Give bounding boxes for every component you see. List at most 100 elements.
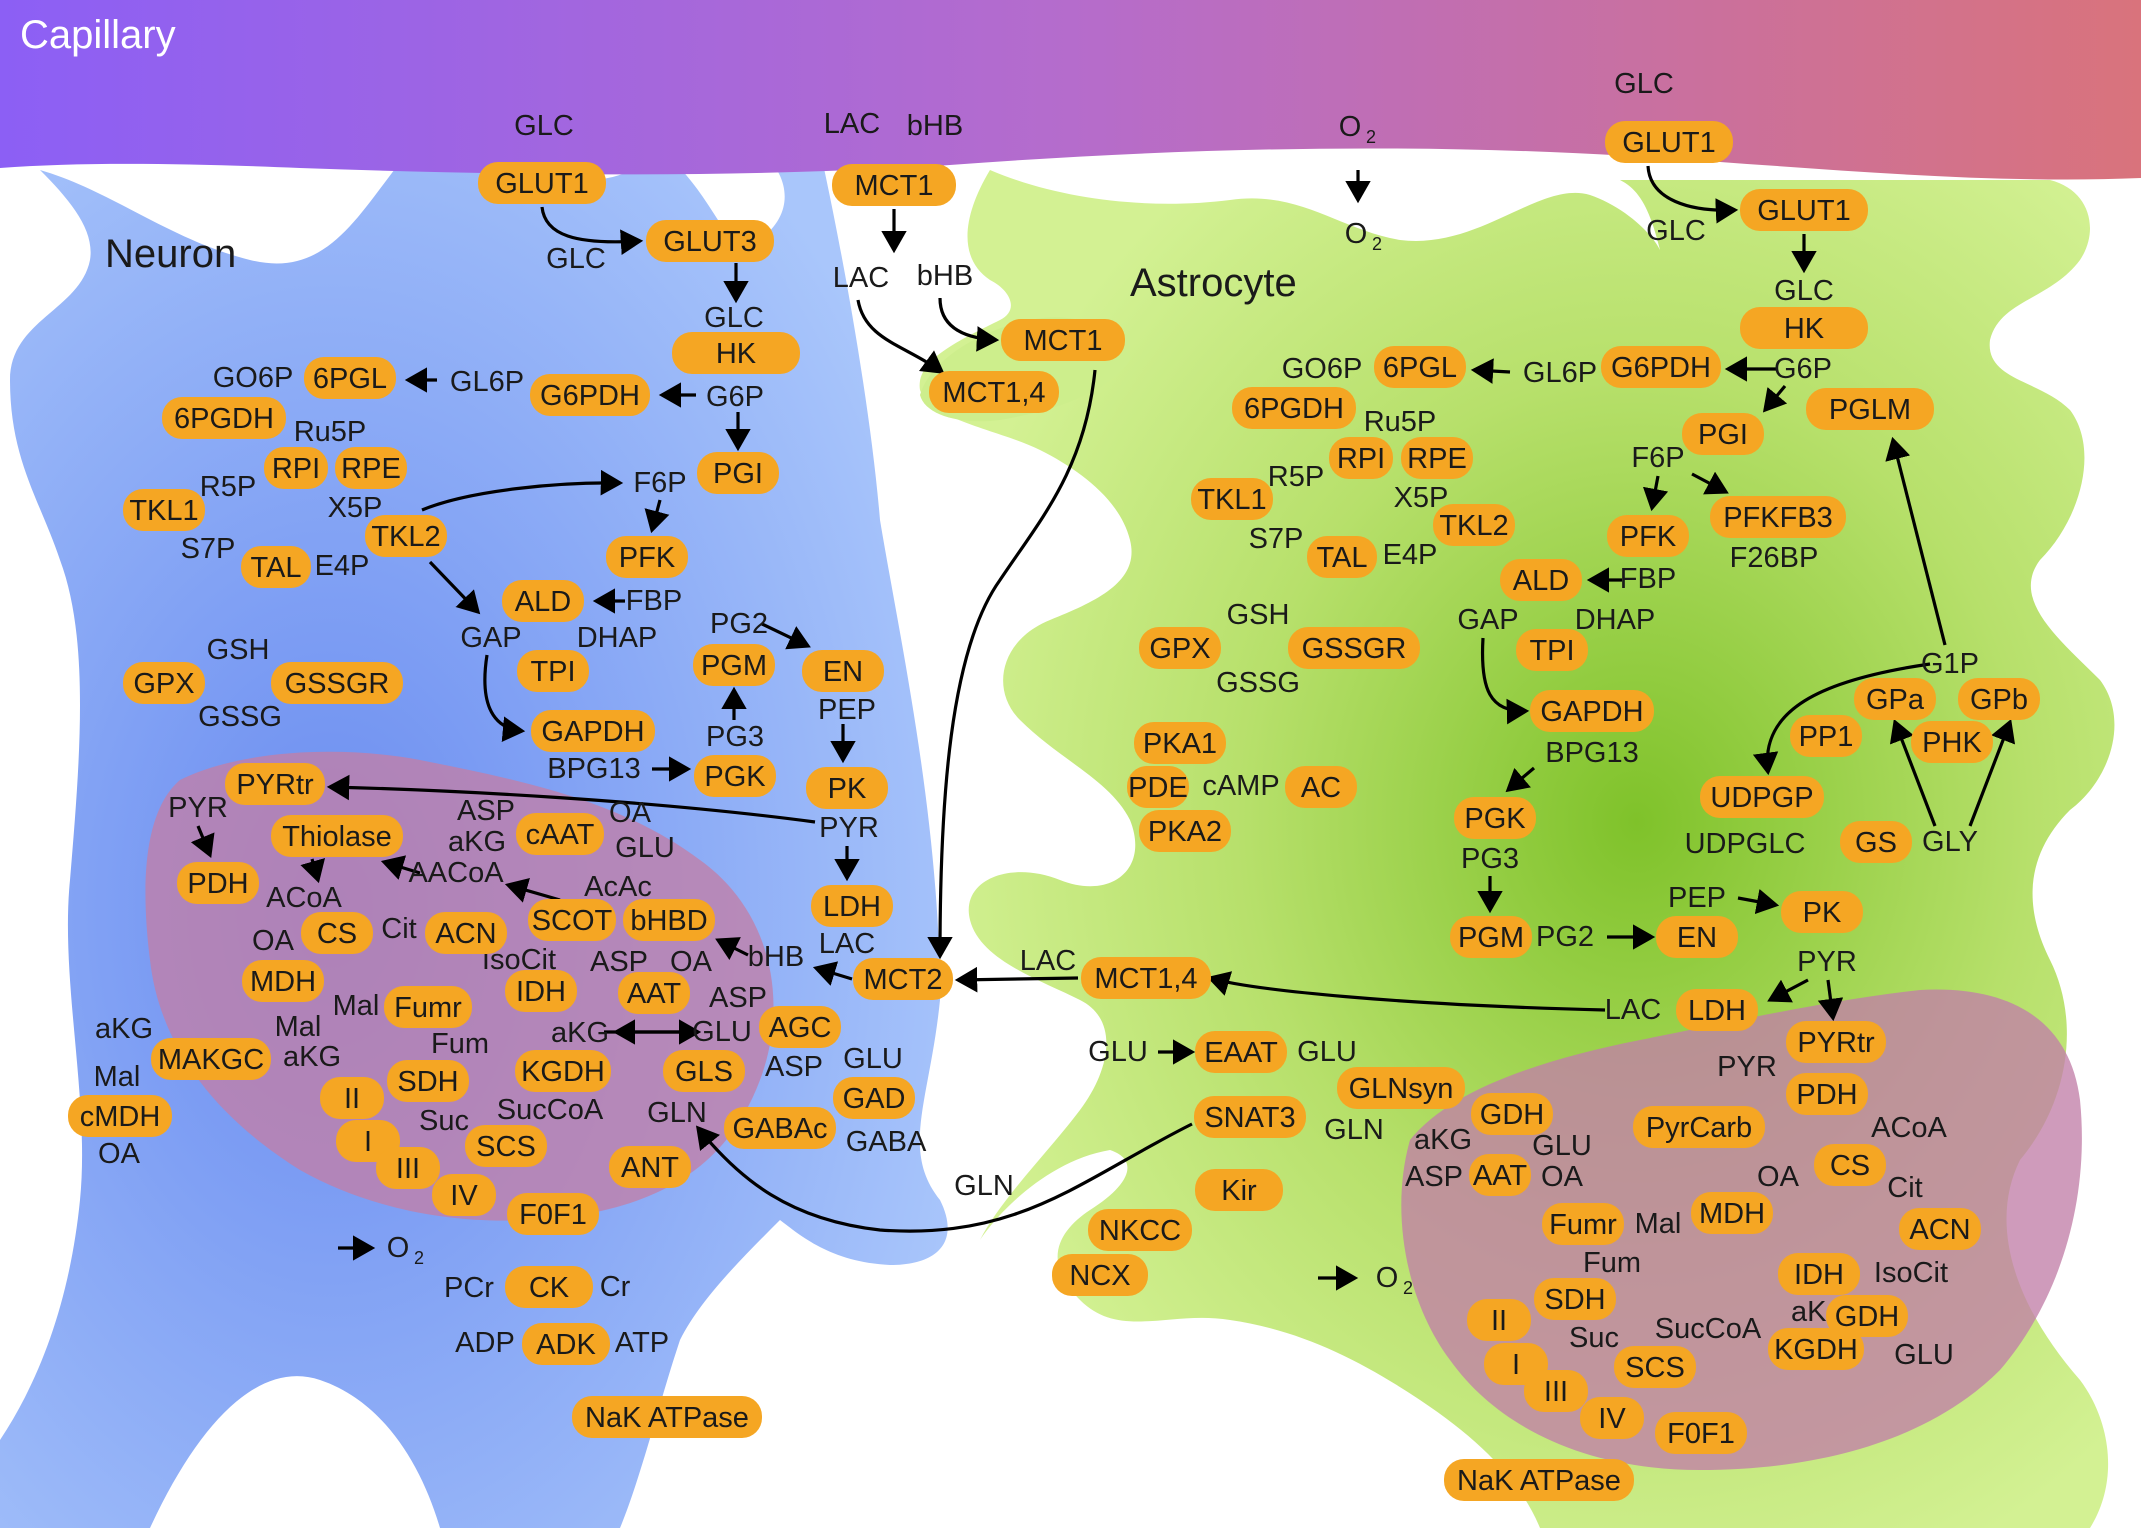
metabolite-label: GAP (1457, 604, 1518, 636)
enzyme-agc: AGC (759, 1006, 841, 1048)
enzyme-pill (802, 650, 884, 692)
metabolite-label: aKG (95, 1013, 153, 1045)
enzyme-label: G6PDH (540, 380, 640, 412)
enzyme-pill (1052, 1254, 1148, 1296)
enzyme-pill (1081, 957, 1211, 999)
enzyme-label: SCS (1625, 1352, 1685, 1384)
enzyme-pill (1710, 496, 1846, 538)
enzyme-pill (1337, 1067, 1465, 1109)
enzyme-kgdh-astro: KGDH (1768, 1328, 1864, 1370)
enzyme-gapdh-astro: GAPDH (1530, 690, 1654, 732)
enzyme-cs-astro: CS (1814, 1144, 1886, 1186)
metabolite-label: AACoA (408, 857, 504, 889)
metabolite-label: OA (252, 925, 295, 957)
enzyme-label: GLS (675, 1056, 733, 1088)
metabolite-label: PYR (168, 792, 228, 824)
metabolite-label: AcAc (584, 871, 652, 903)
enzyme-glut1-astro: GLUT1 (1740, 189, 1868, 231)
enzyme-pk-astro: PK (1781, 891, 1863, 933)
enzyme-label: GPX (1149, 633, 1210, 665)
enzyme-label: NCX (1069, 1260, 1130, 1292)
enzyme-label: PFK (1620, 521, 1677, 553)
metabolite-label: bHB (917, 260, 973, 292)
enzyme-pill (1700, 776, 1824, 818)
enzyme-label: F0F1 (519, 1199, 587, 1231)
enzyme-layer: GLUT1 MCT1 GLUT1 GLUT3 GLUT1 HK HK 6PGL G6PDH 6PG… (68, 121, 2040, 1501)
enzyme-g6pdh-neuron: G6PDH (530, 374, 650, 416)
enzyme-label: NaK ATPase (585, 1402, 749, 1434)
metabolite-label: GLN (1324, 1114, 1384, 1146)
metabolite-label: DHAP (1575, 604, 1656, 636)
enzyme-label: Kir (1221, 1175, 1257, 1207)
enzyme-pill (1285, 766, 1357, 808)
enzyme-pill (1467, 1299, 1531, 1341)
enzyme-label: PP1 (1799, 721, 1854, 753)
metabolite-label: GO6P (213, 362, 294, 394)
enzyme-label: HK (1784, 313, 1825, 345)
enzyme-pill (531, 710, 655, 752)
metabolite-label: PG3 (706, 721, 764, 753)
enzyme-label: PK (828, 773, 867, 805)
enzyme-pill (304, 357, 396, 399)
metabolite-label: GLC (1646, 215, 1706, 247)
metabolite-label: OA (609, 797, 652, 829)
enzyme-adk: ADK (522, 1323, 610, 1365)
enzyme-label: MAKGC (158, 1044, 264, 1076)
enzyme-pgi-neuron: PGI (697, 452, 779, 494)
enzyme-acn-astro: ACN (1899, 1208, 1981, 1250)
enzyme-sdh-neuron: SDH (387, 1060, 469, 1102)
enzyme-gpx-neuron: GPX (123, 662, 205, 704)
enzyme-pill (1374, 346, 1466, 388)
enzyme-pill (465, 1125, 547, 1167)
enzyme-pill (123, 489, 205, 531)
enzyme-label: ALD (1513, 565, 1569, 597)
enzyme-ii-neuron: II (320, 1077, 384, 1119)
metabolite-label: PG2 (1536, 921, 1594, 953)
metabolite-label: GLN (954, 1170, 1014, 1202)
enzyme-pill (1691, 1192, 1773, 1234)
enzyme-label: GLNsyn (1349, 1073, 1454, 1105)
enzyme-idh-neuron: IDH (505, 970, 577, 1012)
enzyme-pglm: PGLM (1806, 388, 1934, 430)
enzyme-g6pdh-astro: G6PDH (1601, 346, 1721, 388)
enzyme-tpi-neuron: TPI (517, 650, 589, 692)
enzyme-rpe-neuron: RPE (335, 447, 407, 489)
enzyme-ncx: NCX (1052, 1254, 1148, 1296)
enzyme-pill (1790, 715, 1862, 757)
enzyme-gpx-astro: GPX (1139, 627, 1221, 669)
enzyme-pill (502, 580, 584, 622)
enzyme-pill (387, 1060, 469, 1102)
metabolite-label: G6P (706, 381, 764, 413)
enzyme-iv-neuron: IV (432, 1174, 496, 1216)
enzyme-label: EN (1677, 922, 1717, 954)
enzyme-label: F0F1 (1667, 1418, 1735, 1450)
enzyme-pill (301, 912, 373, 954)
enzyme-eaat: EAAT (1195, 1031, 1287, 1073)
enzyme-label: AGC (769, 1012, 832, 1044)
enzyme-pill (1088, 1209, 1192, 1251)
metabolite-label: LAC (1020, 945, 1076, 977)
metabolite-label: OA (670, 946, 713, 978)
enzyme-pill (1814, 1144, 1886, 1186)
metabolite-label: FBP (626, 585, 682, 617)
metabolite-label: GLY (1922, 826, 1978, 858)
enzyme-pill (1516, 629, 1588, 671)
enzyme-label: PGM (701, 650, 767, 682)
enzyme-pill (515, 1050, 611, 1092)
enzyme-label: cMDH (80, 1101, 161, 1133)
enzyme-label: IDH (1794, 1259, 1844, 1291)
enzyme-tkl1-astro: TKL1 (1191, 478, 1273, 520)
enzyme-label: PGM (1458, 922, 1524, 954)
enzyme-label: PGI (713, 458, 763, 490)
metabolite-label: GO6P (1282, 353, 1363, 385)
enzyme-pill (1134, 722, 1226, 764)
enzyme-label: NKCC (1099, 1215, 1181, 1247)
enzyme-scs-astro: SCS (1614, 1346, 1696, 1388)
enzyme-pill (1139, 810, 1231, 852)
enzyme-label: PDH (1796, 1079, 1857, 1111)
metabolite-label: GLU (692, 1016, 752, 1048)
enzyme-label: KGDH (1774, 1334, 1858, 1366)
enzyme-tkl2-neuron: TKL2 (365, 515, 447, 557)
enzyme-cmdh: cMDH (68, 1095, 172, 1137)
